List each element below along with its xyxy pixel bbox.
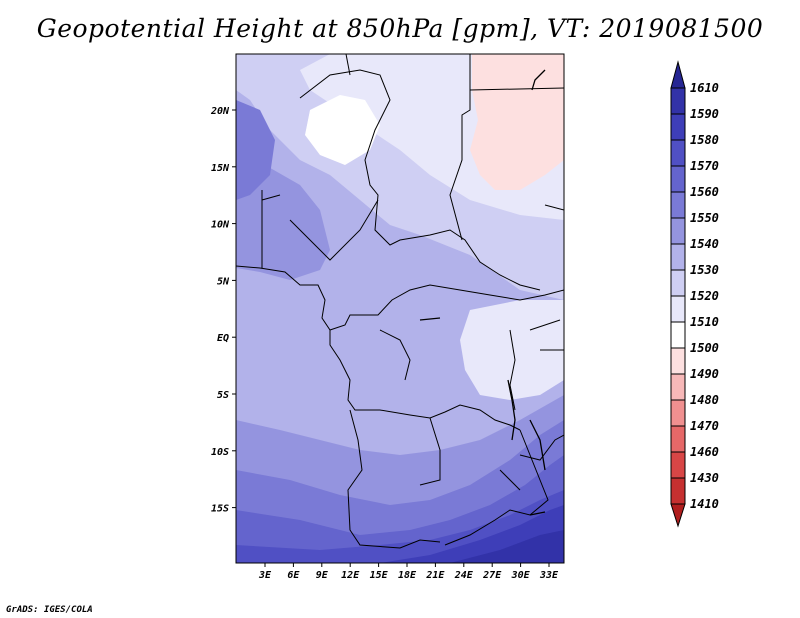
colorbar-label: 1480 <box>690 393 719 407</box>
colorbar-label: 1490 <box>690 367 719 381</box>
colorbar-swatch <box>670 373 686 401</box>
colorbar-top-arrow <box>670 60 686 89</box>
colorbar-label: 1520 <box>690 289 719 303</box>
colorbar: 1610 1590 1580 1570 1560 1550 1540 1530 1520 1510… <box>670 60 719 528</box>
colorbar-swatch <box>670 269 686 297</box>
colorbar-swatch <box>670 295 686 323</box>
latitude-axis: 20N 15N 10N 5N EQ 5S 10S 15S <box>210 106 236 515</box>
lon-label: 33E <box>539 570 559 581</box>
lat-label: 10S <box>211 447 229 458</box>
lat-label: 15S <box>211 504 229 515</box>
lon-label: 24E <box>454 570 474 581</box>
colorbar-label: 1590 <box>690 107 719 121</box>
colorbar-swatch <box>670 425 686 453</box>
lon-label: 6E <box>287 570 300 581</box>
lat-label: EQ <box>217 333 229 344</box>
colorbar-label: 1570 <box>690 159 719 173</box>
colorbar-swatch <box>670 87 686 115</box>
map-title: Geopotential Height at 850hPa [gpm], VT:… <box>36 14 764 43</box>
colorbar-label: 1550 <box>690 211 719 225</box>
colorbar-label: 1560 <box>690 185 719 199</box>
lakes <box>419 69 546 516</box>
colorbar-swatch <box>670 113 686 141</box>
colorbar-swatch <box>670 139 686 167</box>
colorbar-swatch <box>670 191 686 219</box>
lat-label: 20N <box>210 106 230 117</box>
lon-label: 30E <box>511 570 531 581</box>
colorbar-label: 1470 <box>690 419 719 433</box>
map-frame <box>235 53 565 564</box>
credit-label: GrADS: IGES/COLA <box>6 605 93 615</box>
lon-label: 3E <box>258 570 272 581</box>
lon-label: 9E <box>316 570 329 581</box>
lon-label: 12E <box>341 570 360 581</box>
colorbar-swatch <box>670 477 686 505</box>
longitude-axis: 3E 6E 9E 12E 15E 18E 21E 24E 27E 30E 33E <box>258 563 559 581</box>
colorbar-label: 1430 <box>690 471 719 485</box>
lat-label: 10N <box>211 220 230 231</box>
contour-field <box>236 54 564 563</box>
lat-label: 5N <box>217 276 230 287</box>
lat-label: 5S <box>217 390 229 401</box>
colorbar-label: 1530 <box>690 263 719 277</box>
colorbar-swatch <box>670 399 686 427</box>
colorbar-label: 1460 <box>690 445 719 459</box>
colorbar-swatch <box>670 243 686 271</box>
colorbar-label: 1410 <box>690 497 719 511</box>
colorbar-swatch <box>670 451 686 479</box>
colorbar-swatch <box>670 347 686 375</box>
colorbar-swatch <box>670 321 686 349</box>
colorbar-label: 1580 <box>690 133 719 147</box>
colorbar-label: 1540 <box>690 237 719 251</box>
colorbar-label: 1510 <box>690 315 719 329</box>
colorbar-bottom-arrow <box>670 503 686 528</box>
lon-label: 21E <box>425 570 445 581</box>
lat-label: 15N <box>211 163 230 174</box>
lon-label: 15E <box>370 570 389 581</box>
colorbar-swatch <box>670 217 686 245</box>
colorbar-swatch <box>670 165 686 193</box>
lon-label: 18E <box>398 570 417 581</box>
colorbar-label: 1610 <box>690 81 719 95</box>
lon-label: 27E <box>482 570 502 581</box>
colorbar-label: 1500 <box>690 341 719 355</box>
